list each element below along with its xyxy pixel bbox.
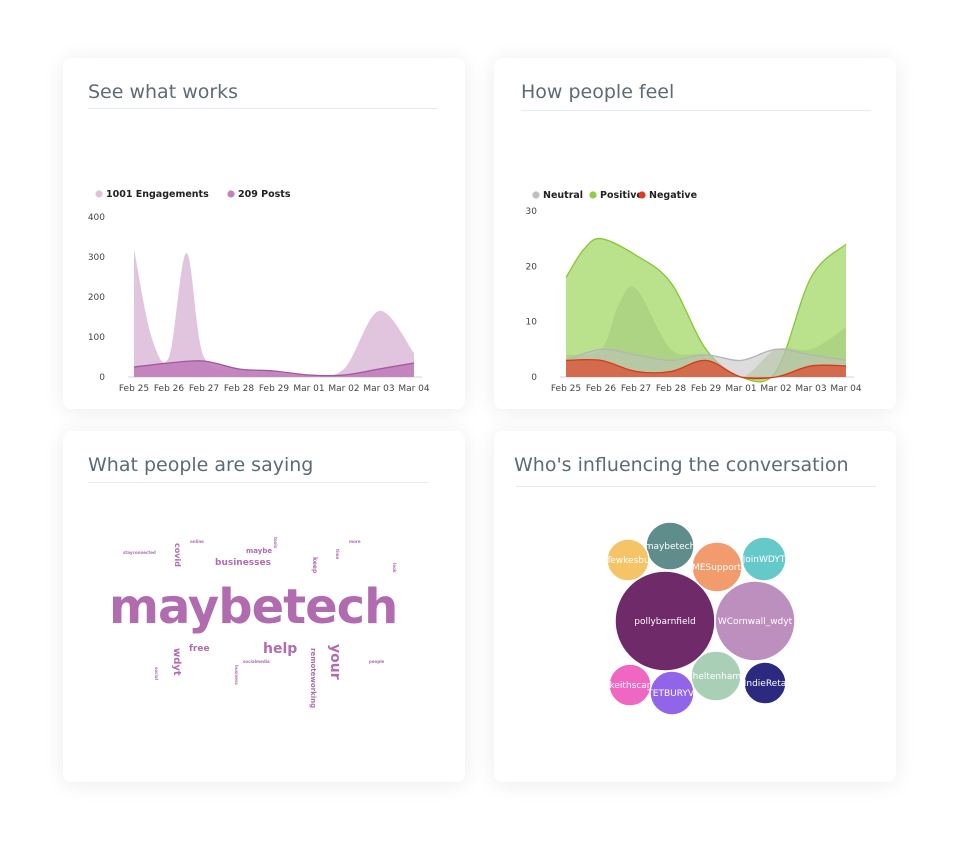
word-cloud-word: remoteworking (309, 648, 317, 708)
word-cloud-word: stayconnected (123, 550, 156, 555)
influencer-card-title: Who's influencing the conversation (514, 454, 849, 476)
engagements-area (134, 249, 414, 377)
legend-marker (589, 191, 596, 198)
x-tick-label: Feb 26 (154, 384, 185, 394)
engagement-card-title: See what works (88, 81, 238, 103)
word-cloud-word: more (349, 539, 361, 544)
x-tick-label: Mar 03 (795, 384, 826, 394)
x-tick-label: Feb 28 (656, 384, 687, 394)
x-tick-label: Mar 01 (293, 384, 324, 394)
word-cloud-card: What people are saying maybetech business… (63, 431, 465, 782)
legend-marker (532, 191, 539, 198)
legend-label: 1001 Engagements (106, 189, 209, 200)
y-tick-label: 400 (88, 213, 105, 223)
legend-label: Neutral (543, 190, 583, 201)
influencer-label: pollybarnfield (634, 617, 695, 627)
word-cloud-word: social (154, 667, 159, 681)
y-tick-label: 10 (526, 318, 538, 328)
sentiment-card-title: How people feel (521, 81, 674, 103)
y-tick-label: 0 (531, 373, 537, 383)
legend-marker (95, 190, 102, 197)
y-tick-label: 0 (99, 373, 105, 383)
engagement-card-divider (88, 108, 438, 109)
legend-label: Negative (649, 190, 697, 201)
y-tick-label: 100 (88, 333, 105, 343)
word-cloud-word: tools (273, 537, 278, 549)
influencer-card: Who's influencing the conversation polly… (494, 431, 896, 782)
influencer-label: TETBURYVI (646, 689, 696, 699)
influencer-bubble-chart: pollybarnfield WCornwall_wdyt maybetech Tew… (494, 501, 896, 761)
word-cloud-word: socialmedia (243, 659, 270, 664)
x-tick-label: Mar 02 (328, 384, 359, 394)
legend-label: Positive (600, 190, 643, 201)
x-tick-label: Feb 29 (259, 384, 290, 394)
x-tick-label: Feb 26 (586, 384, 617, 394)
word-cloud-word: covid (173, 543, 182, 567)
word-cloud-word: keep (311, 557, 318, 574)
legend-marker (638, 191, 645, 198)
sentiment-card: How people feel 0 10 20 30 Feb 25 Feb 26 Feb 2… (494, 58, 896, 409)
word-cloud-word: people (369, 659, 385, 664)
influencer-card-divider (516, 486, 876, 487)
legend-marker (227, 190, 234, 197)
x-tick-label: Feb 29 (691, 384, 722, 394)
word-cloud-word: look (392, 563, 397, 573)
influencer-label: maybetech (645, 542, 696, 552)
y-tick-label: 30 (526, 207, 538, 217)
x-tick-label: Mar 04 (398, 384, 430, 394)
word-cloud-word: maybe (246, 547, 272, 555)
legend-label: 209 Posts (238, 189, 291, 200)
word-cloud-word: time (335, 549, 340, 559)
engagement-card: See what works 0 100 200 300 400 Feb 25 Feb 26… (63, 58, 465, 409)
influencer-label: keithscar (609, 681, 650, 691)
influencer-label: IndieReta (744, 679, 787, 689)
engagement-chart: 0 100 200 300 400 Feb 25 Feb 26 Feb 27 Feb 28 Feb… (63, 118, 465, 418)
x-tick-label: Feb 27 (621, 384, 651, 394)
word-cloud-word: business (234, 665, 239, 685)
influencer-label: SMESupportH (686, 563, 748, 573)
x-tick-label: Mar 01 (725, 384, 756, 394)
word-cloud-word: free (189, 644, 210, 654)
y-tick-label: 200 (88, 293, 105, 303)
word-cloud-word: help (263, 641, 297, 657)
word-cloud-word: maybetech (109, 579, 397, 635)
x-tick-label: Feb 27 (189, 384, 219, 394)
word-cloud-card-title: What people are saying (88, 454, 313, 476)
x-tick-label: Feb 28 (224, 384, 255, 394)
x-tick-label: Mar 03 (363, 384, 394, 394)
x-tick-label: Mar 04 (830, 384, 862, 394)
word-cloud-word: wdyt (171, 648, 182, 676)
x-tick-label: Feb 25 (119, 384, 149, 394)
influencer-label: WCornwall_wdyt (718, 617, 793, 627)
word-cloud-word: businesses (215, 558, 271, 568)
sentiment-card-divider (521, 110, 871, 111)
word-cloud-word: your (327, 644, 343, 680)
x-tick-label: Mar 02 (760, 384, 791, 394)
influencer-label: Tewkesbu (605, 556, 649, 566)
x-tick-label: Feb 25 (551, 384, 581, 394)
influencer-label: Cheltenham_ (686, 672, 746, 682)
word-cloud: maybetech businesses maybe help your free wdyt… (63, 501, 465, 771)
y-tick-label: 300 (88, 253, 105, 263)
word-cloud-word: online (190, 539, 204, 544)
influencer-label: JoinWDYT (742, 555, 786, 565)
word-cloud-card-divider (88, 482, 428, 483)
y-tick-label: 20 (526, 262, 538, 272)
